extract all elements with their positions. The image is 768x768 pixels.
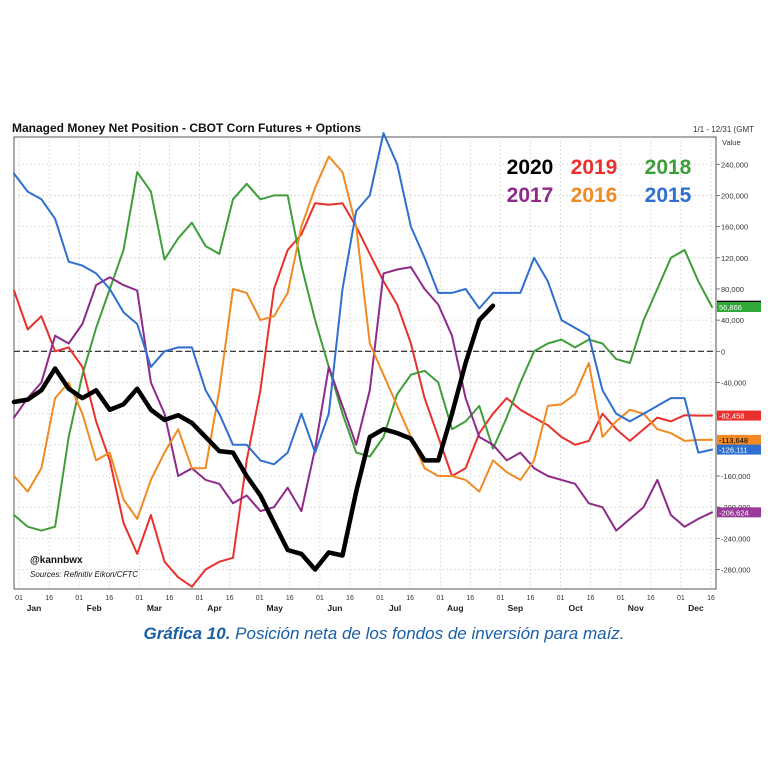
x-tick-label: 01 (496, 595, 504, 602)
x-tick-label: 16 (527, 595, 535, 602)
x-tick-label: 01 (75, 595, 83, 602)
end-label-box-2015 (717, 444, 761, 455)
series-line-2019 (13, 202, 713, 588)
end-label-box-2019 (717, 410, 761, 421)
figure-caption: Gráfica 10. Posición neta de los fondos … (0, 624, 768, 644)
chart-title: Managed Money Net Position - CBOT Corn F… (12, 121, 362, 135)
y-tick-label: 240,000 (721, 160, 748, 169)
month-label: Mar (147, 603, 163, 613)
x-tick-label: 01 (196, 595, 204, 602)
y-tick-label: -280,000 (721, 566, 751, 575)
month-label: Aug (447, 603, 464, 613)
month-label: Jun (327, 603, 342, 613)
end-label-2015: -126,111 (719, 446, 748, 455)
end-label-2018: 56,866 (719, 303, 742, 312)
x-tick-label: 01 (617, 595, 625, 602)
series-line-2020 (11, 303, 496, 572)
month-label: Jan (27, 603, 42, 613)
y-tick-label: -160,000 (721, 472, 751, 481)
y-tick-label: -200,000 (721, 503, 751, 512)
y-tick-label: -120,000 (721, 441, 751, 450)
legend-entry-2017: 2017 (507, 184, 554, 207)
legend-entry-2018: 2018 (645, 156, 692, 179)
end-label-box-2016 (717, 434, 761, 445)
y-tick-label: -80,000 (721, 410, 746, 419)
x-tick-label: 16 (105, 595, 113, 602)
x-tick-label: 16 (707, 595, 715, 602)
x-tick-label: 01 (316, 595, 324, 602)
series-line-2018 (13, 171, 713, 532)
y-tick-label: 0 (721, 347, 725, 356)
month-label: Jul (389, 603, 401, 613)
date-range-label: 1/1 - 12/31 (GMT (693, 125, 754, 134)
end-label-2017: -206,624 (719, 508, 749, 517)
series-line-2017 (13, 266, 713, 532)
caption-text: Posición neta de los fondos de inversión… (235, 624, 625, 643)
y-tick-label: 80,000 (721, 285, 744, 294)
series-line-2015 (13, 132, 713, 466)
x-tick-label: 01 (15, 595, 23, 602)
month-label: Dec (688, 603, 704, 613)
x-tick-label: 16 (286, 595, 294, 602)
x-tick-label: 01 (135, 595, 143, 602)
end-label-2020: 58,556 (719, 302, 742, 311)
x-tick-label: 01 (256, 595, 264, 602)
x-tick-label: 16 (406, 595, 414, 602)
x-tick-label: 16 (466, 595, 474, 602)
x-tick-label: 01 (376, 595, 384, 602)
author-handle: @kannbwx (30, 555, 83, 566)
month-label: Oct (569, 603, 583, 613)
end-label-box-2017 (717, 507, 761, 518)
x-tick-label: 01 (557, 595, 565, 602)
plot-frame (13, 136, 717, 590)
legend-entry-2015: 2015 (645, 184, 692, 207)
y-axis-label: Value (722, 138, 741, 147)
end-label-2019: -82,458 (719, 412, 744, 421)
x-tick-label: 16 (226, 595, 234, 602)
legend-entry-2016: 2016 (571, 184, 618, 207)
end-label-box-2020 (717, 300, 761, 311)
month-label: Nov (628, 603, 644, 613)
month-label: May (266, 603, 283, 613)
x-tick-label: 01 (436, 595, 444, 602)
x-tick-label: 01 (677, 595, 685, 602)
legend-entry-2020: 2020 (507, 156, 554, 179)
end-label-box-2018 (717, 301, 761, 312)
y-tick-label: 160,000 (721, 223, 748, 232)
x-tick-label: 16 (45, 595, 53, 602)
y-tick-label: 40,000 (721, 316, 744, 325)
month-label: Apr (207, 603, 222, 613)
x-tick-label: 16 (346, 595, 354, 602)
month-label: Feb (87, 603, 102, 613)
y-tick-label: -40,000 (721, 378, 746, 387)
sources-note: Sources: Refinitiv Eikon/CFTC (30, 570, 138, 579)
y-tick-label: 120,000 (721, 254, 748, 263)
x-tick-label: 16 (647, 595, 655, 602)
series-line-2016 (13, 155, 713, 520)
end-label-2016: -113,648 (719, 436, 748, 445)
month-label: Sep (508, 603, 524, 613)
x-tick-label: 16 (166, 595, 174, 602)
y-tick-label: -240,000 (721, 534, 751, 543)
legend-entry-2019: 2019 (571, 156, 618, 179)
x-tick-label: 16 (587, 595, 595, 602)
caption-lead: Gráfica 10. (143, 624, 231, 643)
y-tick-label: 200,000 (721, 191, 748, 200)
